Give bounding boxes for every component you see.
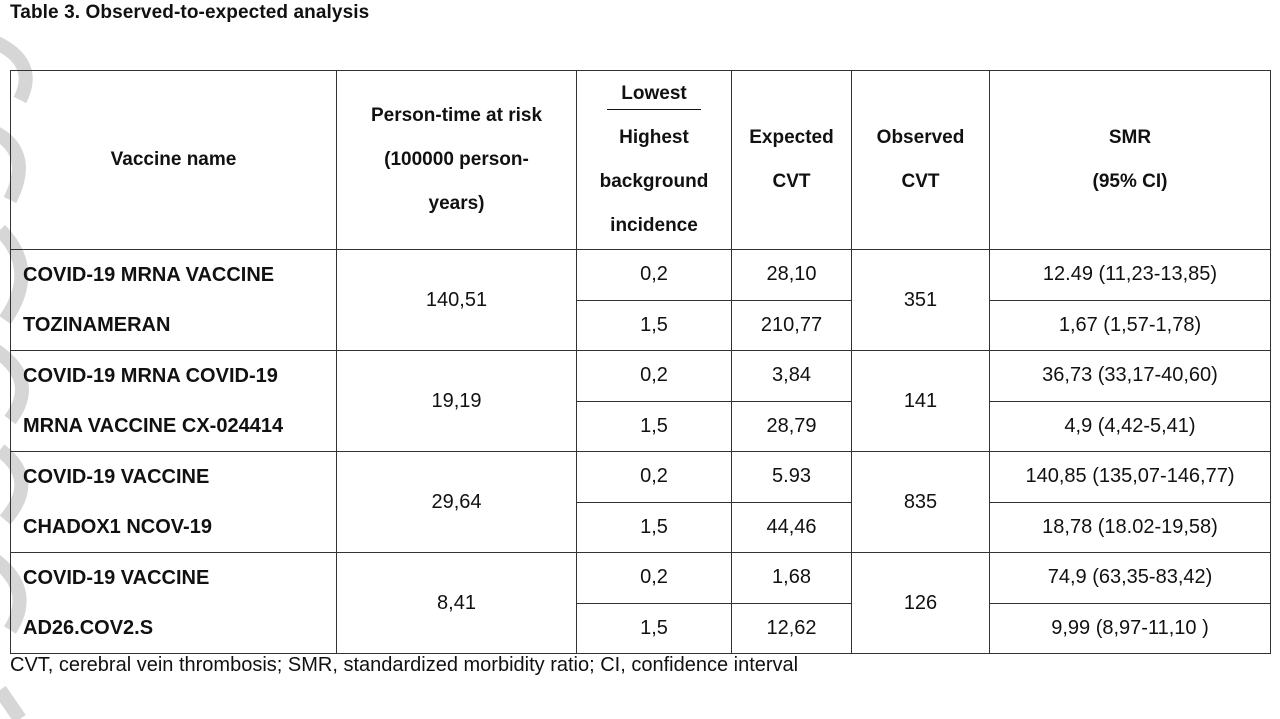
smr-cell: 36,73 (33,17-40,60)	[989, 350, 1271, 402]
header-line: Lowest	[607, 79, 701, 110]
person-time-cell: 8,41	[336, 552, 577, 654]
expected-cell: 5.93	[731, 451, 852, 503]
table-row: COVID-19 VACCINE AD26.COV2.S 8,41 0,2 1,…	[10, 552, 1271, 654]
header-line: years)	[428, 193, 485, 214]
smr-cell: 4,9 (4,42-5,41)	[989, 400, 1271, 452]
vaccine-name-line: COVID-19 MRNA VACCINE	[23, 264, 275, 286]
incidence-cell: 0,2	[576, 451, 732, 503]
expected-cell: 28,10	[731, 249, 852, 301]
incidence-cell: 0,2	[576, 350, 732, 402]
footnote: CVT, cerebral vein thrombosis; SMR, stan…	[10, 654, 799, 676]
expected-cell: 1,68	[731, 552, 852, 604]
header-line: Observed	[876, 127, 965, 148]
header-line: SMR	[1108, 127, 1152, 148]
vaccine-name-line: CHADOX1 NCOV-19	[23, 516, 212, 538]
vaccine-name-line: AD26.COV2.S	[23, 617, 154, 639]
header-incidence: Lowest Highest background incidence	[576, 70, 732, 250]
expected-cell: 12,62	[731, 602, 852, 654]
incidence-cell: 1,5	[576, 400, 732, 452]
expected-cell: 3,84	[731, 350, 852, 402]
observed-cell: 835	[851, 451, 990, 553]
table-row: COVID-19 MRNA VACCINE TOZINAMERAN 140,51…	[10, 249, 1271, 351]
header-person-time: Person-time at risk (100000 person- year…	[336, 70, 577, 250]
vaccine-name-line: COVID-19 VACCINE	[23, 567, 210, 589]
smr-cell: 18,78 (18.02-19,58)	[989, 501, 1271, 553]
header-observed: Observed CVT	[851, 70, 990, 250]
table-row: COVID-19 VACCINE CHADOX1 NCOV-19 29,64 0…	[10, 451, 1271, 553]
expected-cell: 44,46	[731, 501, 852, 553]
header-line: CVT	[901, 171, 940, 192]
vaccine-name-line: MRNA VACCINE CX-024414	[23, 415, 284, 437]
smr-cell: 9,99 (8,97-11,10 )	[989, 602, 1271, 654]
smr-cell: 12.49 (11,23-13,85)	[989, 249, 1271, 301]
incidence-cell: 1,5	[576, 602, 732, 654]
header-line: Expected	[749, 127, 834, 148]
header-line: CVT	[772, 171, 811, 192]
incidence-cell: 0,2	[576, 249, 732, 301]
person-time-cell: 29,64	[336, 451, 577, 553]
observed-cell: 351	[851, 249, 990, 351]
expected-cell: 28,79	[731, 400, 852, 452]
person-time-cell: 140,51	[336, 249, 577, 351]
header-line: (100000 person-	[384, 149, 529, 170]
smr-cell: 74,9 (63,35-83,42)	[989, 552, 1271, 604]
table-subrow: 1,5 210,77 1,67 (1,57-1,78)	[11, 299, 1271, 351]
table-title: Table 3. Observed-to-expected analysis	[10, 2, 370, 23]
smr-cell: 140,85 (135,07-146,77)	[989, 451, 1271, 503]
header-line: incidence	[610, 215, 698, 236]
incidence-cell: 1,5	[576, 299, 732, 351]
header-line: background	[599, 171, 709, 192]
smr-cell: 1,67 (1,57-1,78)	[989, 299, 1271, 351]
observed-expected-table: Vaccine name Person-time at risk (100000…	[10, 70, 1271, 654]
header-row: Vaccine name Person-time at risk (100000…	[10, 70, 1271, 250]
observed-cell: 141	[851, 350, 990, 452]
table-subrow: 1,5 44,46 18,78 (18.02-19,58)	[11, 501, 1271, 553]
vaccine-name-cell: COVID-19 MRNA COVID-19 MRNA VACCINE CX-0…	[10, 350, 337, 452]
expected-cell: 210,77	[731, 299, 852, 351]
header-line: Highest	[619, 127, 689, 148]
header-vaccine-name: Vaccine name	[10, 70, 337, 250]
vaccine-name-line: COVID-19 MRNA COVID-19	[23, 365, 278, 387]
vaccine-name-line: COVID-19 VACCINE	[23, 466, 210, 488]
incidence-cell: 0,2	[576, 552, 732, 604]
person-time-cell: 19,19	[336, 350, 577, 452]
table-row: COVID-19 MRNA COVID-19 MRNA VACCINE CX-0…	[10, 350, 1271, 452]
incidence-cell: 1,5	[576, 501, 732, 553]
vaccine-name-cell: COVID-19 MRNA VACCINE TOZINAMERAN	[10, 249, 337, 351]
header-line: (95% CI)	[1092, 171, 1168, 192]
observed-cell: 126	[851, 552, 990, 654]
table-subrow: 1,5 28,79 4,9 (4,42-5,41)	[11, 400, 1271, 452]
header-smr: SMR (95% CI)	[989, 70, 1271, 250]
vaccine-name-cell: COVID-19 VACCINE CHADOX1 NCOV-19	[10, 451, 337, 553]
vaccine-name-line: TOZINAMERAN	[23, 314, 171, 336]
header-line: Person-time at risk	[370, 105, 543, 126]
header-expected: Expected CVT	[731, 70, 852, 250]
table-subrow: 1,5 12,62 9,99 (8,97-11,10 )	[11, 602, 1271, 654]
vaccine-name-cell: COVID-19 VACCINE AD26.COV2.S	[10, 552, 337, 654]
